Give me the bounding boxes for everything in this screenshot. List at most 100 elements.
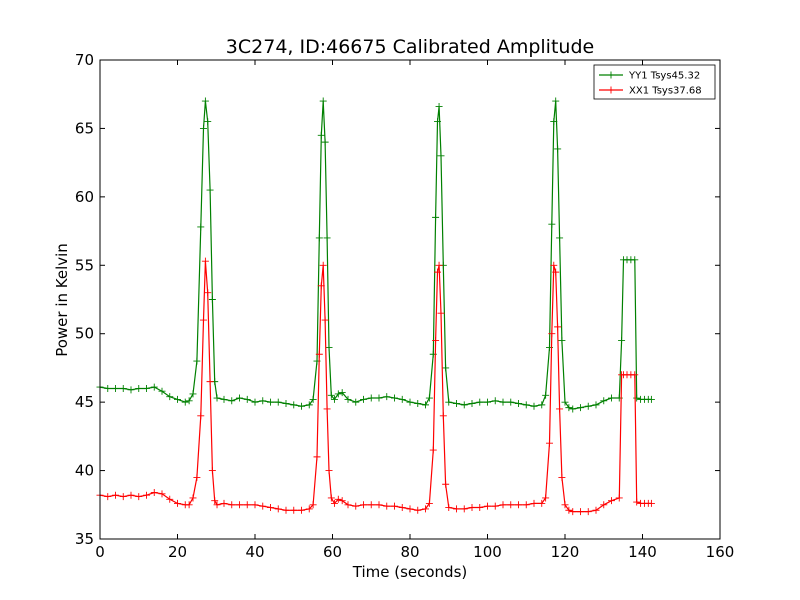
data-point-1-76: [522, 501, 530, 509]
data-point-0-69: [468, 400, 476, 408]
series-line-0: [99, 101, 652, 410]
axes-layer: 0 20 40 60 80 100 120 140 160 35 40 45 50 55 60 65 70: [75, 51, 734, 561]
data-point-1-8: [158, 490, 166, 498]
y-tick-label-6: 65: [75, 119, 94, 137]
data-point-0-58: [425, 394, 433, 402]
data-point-1-90: [577, 508, 584, 516]
data-point-1-33: [298, 506, 305, 514]
y-tick-label-2: 45: [75, 393, 94, 411]
data-point-0-23: [220, 395, 228, 403]
data-point-1-29: [267, 504, 274, 512]
data-point-1-43: [327, 494, 335, 502]
data-point-0-94: [608, 394, 615, 402]
data-point-0-105: [647, 395, 655, 403]
legend: YY1 Tsys45.32 XX1 Tsys37.68: [593, 64, 716, 100]
data-point-1-31: [282, 506, 290, 514]
data-point-0-76: [522, 401, 530, 409]
data-point-1-23: [220, 499, 228, 507]
data-point-1-57: [422, 505, 429, 513]
data-point-1-22: [213, 501, 221, 509]
data-point-0-84: [554, 145, 562, 153]
data-point-1-68: [460, 505, 468, 513]
data-point-1-4: [127, 491, 135, 499]
data-point-1-78: [538, 499, 546, 507]
data-point-1-16: [199, 316, 207, 324]
y-tick-label-4: 55: [75, 256, 94, 274]
data-point-0-30: [274, 398, 282, 406]
x-tick-label-0: 0: [95, 543, 105, 561]
data-point-0-50: [367, 394, 375, 402]
data-point-1-53: [391, 502, 398, 510]
data-point-0-41: [323, 234, 331, 242]
data-point-0-90: [577, 404, 584, 412]
data-point-1-1: [104, 493, 112, 501]
data-point-0-37: [315, 234, 323, 242]
data-point-1-62: [435, 261, 443, 269]
data-point-1-83: [552, 268, 560, 276]
data-point-0-73: [499, 398, 507, 406]
data-point-1-36: [313, 453, 321, 461]
data-point-1-73: [499, 501, 507, 509]
data-point-0-67: [453, 400, 460, 408]
legend-entry-1: XX1 Tsys37.68: [599, 86, 702, 97]
data-point-0-91: [584, 402, 592, 410]
legend-marker-0: [607, 71, 615, 79]
chart-title: 3C274, ID:46675 Calibrated Amplitude: [226, 36, 594, 58]
data-point-0-87: [561, 398, 569, 406]
data-point-0-70: [476, 398, 484, 406]
data-point-0-7: [150, 383, 158, 391]
data-point-1-25: [236, 501, 243, 509]
data-point-0-57: [422, 401, 429, 409]
data-point-1-70: [476, 504, 484, 512]
data-point-0-66: [445, 398, 453, 406]
data-point-0-20: [208, 296, 216, 303]
data-point-0-55: [406, 398, 414, 406]
data-point-0-14: [193, 357, 201, 365]
data-point-0-40: [321, 138, 329, 146]
data-point-0-68: [460, 401, 468, 409]
data-point-0-83: [552, 97, 560, 105]
data-point-0-60: [432, 213, 440, 221]
data-point-1-56: [414, 506, 422, 514]
x-tick-label-5: 100: [473, 543, 502, 561]
data-point-1-45: [334, 495, 342, 503]
legend-box: [593, 64, 716, 100]
data-point-1-30: [274, 505, 282, 513]
data-point-1-85: [556, 405, 564, 413]
data-point-0-54: [398, 395, 406, 403]
x-tick-label-3: 60: [323, 543, 342, 561]
data-point-0-88: [565, 404, 573, 412]
data-point-1-67: [453, 505, 460, 513]
data-point-1-21: [211, 497, 219, 505]
data-point-0-10: [174, 395, 181, 403]
data-point-1-74: [507, 501, 515, 509]
data-point-1-81: [548, 330, 556, 338]
data-point-1-60: [432, 337, 440, 345]
data-point-1-28: [259, 502, 267, 510]
data-point-0-3: [119, 384, 127, 392]
data-point-1-55: [406, 505, 414, 513]
data-point-1-9: [166, 495, 174, 503]
data-point-1-61: [434, 268, 442, 276]
data-point-0-16: [199, 124, 207, 132]
data-point-0-52: [383, 393, 391, 401]
data-point-0-11: [181, 398, 189, 406]
data-point-0-56: [414, 400, 422, 408]
data-point-0-38: [317, 131, 325, 139]
data-point-1-26: [243, 501, 251, 509]
data-point-0-26: [243, 395, 251, 403]
data-point-0-2: [112, 384, 119, 392]
data-point-1-41: [323, 405, 331, 413]
data-point-1-54: [398, 504, 406, 512]
data-point-0-71: [484, 398, 491, 406]
data-point-1-52: [383, 502, 391, 510]
data-point-0-48: [352, 398, 360, 406]
data-point-1-5: [135, 493, 143, 501]
data-point-1-75: [515, 501, 522, 509]
data-point-0-79: [542, 391, 550, 399]
data-point-1-100: [631, 371, 639, 379]
data-point-0-27: [251, 398, 259, 406]
data-point-0-45: [334, 390, 342, 398]
y-tick-label-1: 40: [75, 462, 94, 480]
